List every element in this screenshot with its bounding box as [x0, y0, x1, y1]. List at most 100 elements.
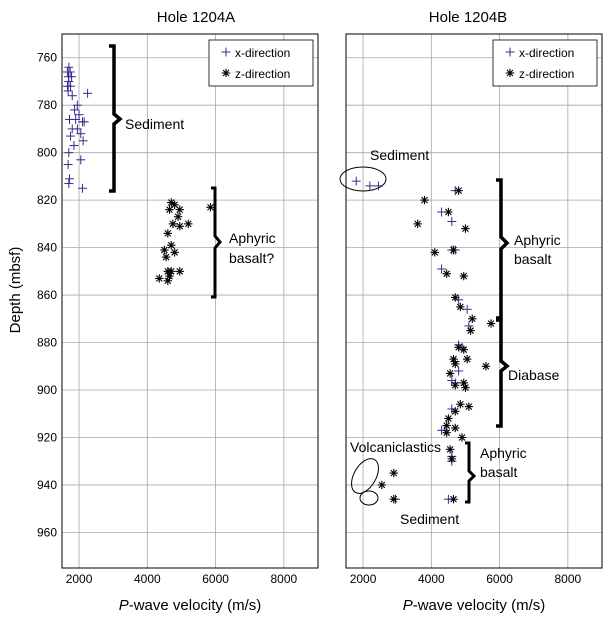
panel-a-x-direction-point	[63, 160, 73, 170]
panel-b-z-direction-point	[449, 494, 458, 504]
panel-b-z-direction-point	[389, 468, 398, 478]
panel-a-points	[62, 62, 215, 286]
panel-a-y-tick-940: 940	[37, 478, 57, 492]
panel-a-y-tick-760: 760	[37, 51, 57, 65]
panel-a-x-tick-4000: 4000	[134, 572, 161, 586]
panel-b-z-direction-point	[430, 248, 439, 257]
panel-a-y-tick-780: 780	[37, 98, 57, 112]
panel-a-z-direction-point	[184, 219, 193, 229]
panel-b-grid	[346, 34, 602, 568]
panel-a-y-tick-900: 900	[37, 383, 57, 397]
panel-b-z-direction-point	[481, 362, 491, 371]
panel-b-x-direction-point	[351, 176, 361, 186]
panel-a-y-tick-800: 800	[37, 146, 57, 160]
panel-a-z-direction-point	[163, 276, 173, 286]
panel-b-z-direction-point	[456, 400, 465, 409]
panel-a-y-tick-860: 860	[37, 288, 57, 302]
panel-a-x-direction-point	[63, 86, 73, 96]
panel-b-points	[351, 176, 496, 504]
panel-b-z-direction-point	[420, 195, 429, 205]
panel-b-x-axis-label: P-wave velocity (m/s)	[403, 597, 546, 614]
panel-b-z-direction-point	[444, 207, 453, 217]
panel-b-legend-z-label: z-direction	[519, 67, 574, 81]
panel-b-z-direction-point	[377, 480, 387, 490]
panel-b-sediment-bottom-label: Sediment	[400, 511, 459, 527]
panel-a-grid	[62, 34, 318, 568]
panel-b-diabase-label: Diabase	[508, 367, 560, 383]
panel-a-basalt-brace	[211, 186, 222, 299]
panel-a-legend: x-direction z-direction	[208, 39, 314, 87]
panel-a-ticks: 2000 4000 6000 8000 760 780 800 820 840 860 880 900…	[37, 51, 298, 586]
panel-b-title: Hole 1204B	[429, 9, 507, 26]
panel-a-z-direction-point	[163, 229, 173, 238]
panel-b-z-direction-point	[464, 402, 474, 411]
panel-a-x-direction-point	[74, 110, 84, 120]
panel-a-z-direction-point	[206, 203, 215, 212]
panel-a-z-direction-point	[160, 245, 169, 255]
panel-b-z-direction-point	[451, 407, 460, 416]
panel-b-z-direction-point	[459, 345, 468, 354]
panel-a-x-direction-point	[64, 148, 74, 158]
panel-a-x-direction-point	[67, 91, 77, 101]
panel-b-x-direction-point	[365, 181, 375, 191]
panel-b-z-direction-point	[462, 354, 472, 364]
panel-b-legend-plus-marker	[505, 47, 515, 57]
panel-a-x-direction-point	[76, 129, 86, 139]
panel-b-x-tick-8000: 8000	[555, 572, 582, 586]
panel-a-x-direction-point	[72, 100, 82, 110]
panel-a-x-direction-point	[71, 114, 81, 124]
panel-b-z-direction-point	[459, 271, 468, 281]
panel-a-x-direction-point	[76, 155, 86, 165]
panel-a-z-direction-point	[175, 205, 184, 214]
panel-b-legend-asterisk-marker	[505, 68, 515, 78]
panel-a-y-tick-840: 840	[37, 241, 57, 255]
panel-b-z-direction-point	[468, 314, 477, 323]
panel-a-z-direction-point	[165, 205, 174, 214]
panel-b-z-direction-point	[449, 245, 458, 255]
panel-a-y-tick-880: 880	[37, 336, 57, 350]
panel-b-z-direction-point	[451, 381, 460, 390]
panel-a-x-direction-point	[65, 67, 75, 77]
panel-a-y-tick-960: 960	[37, 525, 57, 539]
panel-a-x-direction-point	[64, 76, 74, 86]
panel-a-z-direction-point	[167, 241, 176, 250]
panel-b-z-direction-point	[447, 454, 457, 464]
panel-b-aphyric-basalt-label-line2: basalt	[514, 251, 551, 267]
panel-b-volcaniclastics-ellipse	[351, 458, 379, 494]
panel-a-sediment-brace	[109, 44, 123, 193]
panel-b-z-direction-point	[389, 494, 398, 504]
panel-b-z-direction-point	[451, 423, 460, 433]
panel-b-lower-basalt-label-line1: Aphyric	[480, 445, 527, 461]
panel-a-legend-asterisk-marker	[221, 68, 231, 78]
panel-a-z-direction-point	[175, 222, 184, 231]
panel-b-lower-basalt-label-line2: basalt	[480, 464, 517, 480]
panel-b-sediment-top-label: Sediment	[370, 147, 429, 163]
panel-b-x-direction-point	[462, 304, 472, 314]
panel-a-frame	[61, 33, 319, 569]
panel-a-legend-box	[208, 39, 314, 87]
panel-b-annotations: Sediment Aphyric basalt Diabase Volcanic…	[339, 147, 561, 527]
panel-a-x-direction-point	[72, 124, 82, 134]
panel-hole-1204a: Hole 1204A 2000 4000 6000 8000 760 780 800 820 8…	[37, 9, 319, 614]
panel-hole-1204b: Hole 1204B 2000 4000 6000 8000 Sediment Aph…	[339, 9, 603, 614]
panel-a-x-direction-point	[64, 62, 74, 72]
panel-a-x-tick-6000: 6000	[202, 572, 229, 586]
panel-b-z-direction-point	[445, 445, 455, 454]
panel-a-z-direction-point	[168, 219, 178, 229]
panel-b-z-direction-point	[457, 433, 467, 442]
panel-b-legend: x-direction z-direction	[492, 39, 598, 87]
panel-b-volcaniclastics-label: Volcaniclastics	[350, 439, 441, 455]
panel-b-x-direction-point	[437, 264, 447, 274]
panel-b-z-direction-point	[454, 186, 463, 195]
panel-b-z-direction-point	[413, 219, 422, 229]
panel-a-z-direction-point	[175, 267, 184, 276]
panel-a-z-direction-point	[170, 248, 179, 257]
panel-b-aphyric-basalt-brace	[496, 178, 510, 320]
panel-a-title: Hole 1204A	[157, 9, 235, 26]
panel-b-legend-asterisk-symbol	[505, 68, 515, 78]
panel-a-x-direction-point	[78, 136, 88, 146]
panel-b-z-direction-point	[449, 354, 458, 364]
panel-b-sediment-bottom-ellipse	[359, 490, 379, 506]
panel-a-legend-asterisk-symbol	[221, 68, 231, 78]
